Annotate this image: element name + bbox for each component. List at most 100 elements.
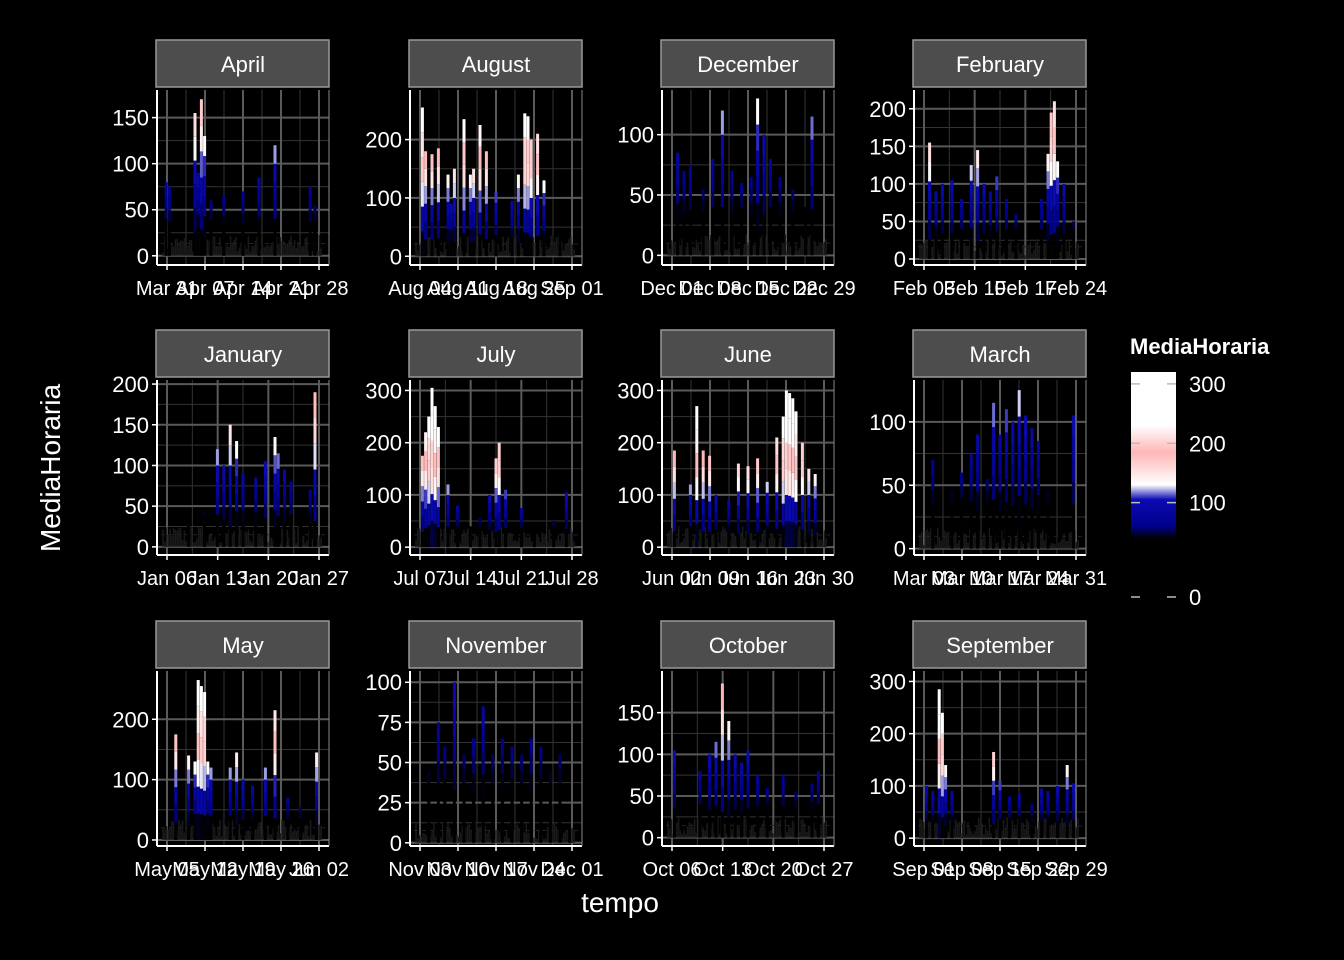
panel-strip-label: September bbox=[946, 633, 1054, 658]
y-tick-label: 100 bbox=[617, 123, 654, 148]
panel-strip bbox=[660, 620, 835, 669]
y-tick-label: 50 bbox=[125, 198, 149, 223]
x-tick-label: Nov 24 bbox=[502, 859, 565, 881]
x-tick-label: Jun 23 bbox=[756, 568, 816, 590]
y-tick-label: 100 bbox=[365, 186, 402, 211]
x-tick-label: Jun 02 bbox=[289, 859, 349, 881]
y-tick-label: 75 bbox=[378, 710, 402, 735]
panel-strip bbox=[912, 329, 1087, 378]
y-tick-label: 50 bbox=[125, 494, 149, 519]
panel-strip bbox=[912, 620, 1087, 669]
x-tick-label: Sep 01 bbox=[892, 859, 955, 881]
y-tick-label: 0 bbox=[390, 535, 402, 560]
x-tick-label: Apr 07 bbox=[176, 278, 235, 300]
panel-strip bbox=[408, 39, 583, 88]
series-line bbox=[666, 98, 830, 256]
panel-strip-label: May bbox=[222, 633, 264, 658]
x-tick-label: Nov 10 bbox=[426, 859, 489, 881]
x-tick-label: Dec 01 bbox=[640, 278, 703, 300]
legend-tick-label: 100 bbox=[1189, 491, 1226, 516]
legend: MediaHoraria 0 100 200 300 bbox=[1130, 334, 1270, 610]
x-tick-label: Aug 04 bbox=[388, 278, 451, 300]
x-tick-label: Dec 22 bbox=[754, 278, 817, 300]
y-tick-label: 0 bbox=[894, 247, 906, 272]
x-tick-label: May 12 bbox=[172, 859, 238, 881]
panel-strip bbox=[408, 329, 583, 378]
y-tick-label: 25 bbox=[378, 791, 402, 816]
y-tick-label: 150 bbox=[617, 701, 654, 726]
x-tick-label: Nov 03 bbox=[388, 859, 451, 881]
x-tick-label: Oct 06 bbox=[643, 859, 702, 881]
y-tick-label: 0 bbox=[390, 831, 402, 856]
x-tick-label: Mar 10 bbox=[931, 568, 993, 590]
y-tick-label: 50 bbox=[882, 473, 906, 498]
series-line bbox=[161, 680, 325, 840]
panel-strip bbox=[155, 39, 330, 88]
panel-strip-label: April bbox=[221, 52, 265, 77]
panel-strip bbox=[660, 39, 835, 88]
x-tick-label: Feb 03 bbox=[893, 278, 955, 300]
legend-title: MediaHoraria bbox=[1130, 334, 1270, 359]
y-tick-label: 0 bbox=[894, 826, 906, 851]
y-tick-label: 0 bbox=[137, 828, 149, 853]
y-tick-label: 50 bbox=[882, 209, 906, 234]
x-tick-label: Oct 27 bbox=[795, 859, 854, 881]
x-tick-label: Sep 01 bbox=[540, 278, 603, 300]
series-line bbox=[666, 390, 830, 548]
x-tick-label: Jul 21 bbox=[495, 568, 548, 590]
series-line bbox=[414, 107, 578, 257]
x-tick-label: Sep 29 bbox=[1044, 859, 1107, 881]
y-tick-label: 100 bbox=[112, 152, 149, 177]
x-tick-label: Mar 31 bbox=[136, 278, 198, 300]
x-tick-label: Jun 02 bbox=[642, 568, 702, 590]
x-tick-label: Feb 24 bbox=[1045, 278, 1107, 300]
y-tick-label: 50 bbox=[378, 751, 402, 776]
y-tick-label: 100 bbox=[365, 670, 402, 695]
x-tick-label: May 26 bbox=[248, 859, 314, 881]
panel-strip-label: July bbox=[476, 342, 515, 367]
panel-strip bbox=[408, 620, 583, 669]
x-tick-label: Sep 22 bbox=[1006, 859, 1069, 881]
x-tick-label: Jul 28 bbox=[545, 568, 598, 590]
x-tick-label: Aug 18 bbox=[464, 278, 527, 300]
x-tick-label: Jan 20 bbox=[238, 568, 298, 590]
x-tick-label: Mar 17 bbox=[969, 568, 1031, 590]
y-tick-label: 150 bbox=[869, 134, 906, 159]
y-tick-label: 200 bbox=[365, 431, 402, 456]
y-tick-label: 100 bbox=[112, 768, 149, 793]
y-axis-label: MediaHoraria bbox=[35, 384, 66, 552]
legend-colorbar bbox=[1131, 372, 1176, 562]
y-tick-label: 50 bbox=[630, 183, 654, 208]
panel-strip-label: February bbox=[956, 52, 1044, 77]
y-tick-label: 300 bbox=[617, 378, 654, 403]
y-tick-label: 100 bbox=[869, 774, 906, 799]
x-tick-label: Oct 13 bbox=[693, 859, 752, 881]
panel-strip-label: June bbox=[724, 342, 772, 367]
x-tick-label: Jun 16 bbox=[718, 568, 778, 590]
panel-strip bbox=[155, 329, 330, 378]
x-tick-label: Aug 11 bbox=[427, 278, 489, 300]
panel-strip bbox=[912, 39, 1087, 88]
x-tick-label: Apr 21 bbox=[252, 278, 311, 300]
x-axis-label: tempo bbox=[581, 887, 659, 918]
y-tick-label: 0 bbox=[137, 535, 149, 560]
y-tick-label: 200 bbox=[365, 128, 402, 153]
y-tick-label: 150 bbox=[112, 106, 149, 131]
series-line bbox=[161, 99, 325, 256]
panel-strip bbox=[155, 620, 330, 669]
series-line bbox=[666, 683, 830, 838]
x-tick-label: Feb 17 bbox=[994, 278, 1056, 300]
x-tick-label: May 19 bbox=[210, 859, 276, 881]
x-tick-label: Jul 14 bbox=[444, 568, 497, 590]
series-line bbox=[161, 392, 325, 547]
y-tick-label: 100 bbox=[112, 453, 149, 478]
series-line bbox=[918, 390, 1082, 549]
series-line bbox=[414, 682, 578, 843]
x-tick-label: Mar 31 bbox=[1045, 568, 1107, 590]
y-tick-label: 200 bbox=[869, 97, 906, 122]
